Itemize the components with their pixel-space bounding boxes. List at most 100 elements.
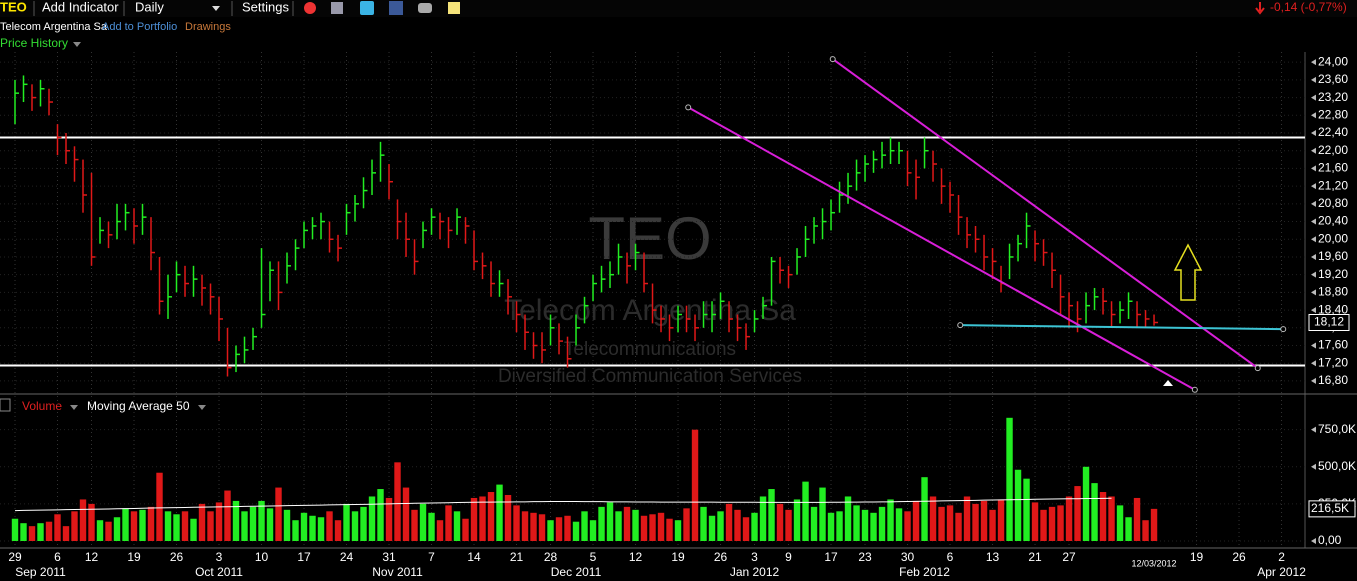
x-tick-label: 17 <box>297 550 311 564</box>
volume-bar <box>317 517 325 541</box>
volume-bar <box>1133 497 1141 541</box>
volume-bar <box>334 520 342 541</box>
volume-bar <box>462 518 469 541</box>
volume-bar <box>249 506 257 541</box>
toolbar <box>0 0 1357 17</box>
x-tick-label: 12 <box>629 550 643 564</box>
alarm-icon[interactable] <box>304 2 316 14</box>
tick-mark <box>1311 253 1316 260</box>
y-tick-label: 17,20 <box>1318 355 1348 369</box>
x-tick-label: 12 <box>85 550 99 564</box>
volume-bar <box>79 499 87 541</box>
volume-bar <box>708 515 716 541</box>
volume-bar <box>1142 520 1149 541</box>
volume-bar <box>691 429 699 541</box>
volume-bar <box>912 500 920 541</box>
volume-bar <box>402 487 410 541</box>
dropdown-arrow[interactable] <box>73 42 81 47</box>
month-label: Jan 2012 <box>730 565 780 579</box>
volume-bar <box>470 497 478 541</box>
panel-title[interactable]: Price History <box>0 36 68 50</box>
month-label: Apr 2012 <box>1257 565 1306 579</box>
tick-mark <box>1311 183 1316 190</box>
y-tick-label: 19,60 <box>1318 249 1348 263</box>
volume-bar <box>360 506 367 541</box>
tick-mark <box>1311 360 1316 367</box>
volume-bar <box>530 512 537 541</box>
twitter-icon[interactable] <box>360 1 374 15</box>
x-tick-label: 31 <box>382 550 396 564</box>
trendline-handle <box>957 322 964 329</box>
share-icon[interactable] <box>418 3 432 13</box>
volume-bar <box>802 481 809 541</box>
volume-bar <box>734 509 741 541</box>
volume-bar <box>326 511 333 541</box>
volume-bar <box>989 509 996 541</box>
add-to-portfolio[interactable]: Add to Portfolio <box>102 21 177 33</box>
volume-bar <box>62 526 70 541</box>
tick-mark <box>1311 218 1316 225</box>
note-icon[interactable] <box>448 2 460 14</box>
moving-average <box>14 497 1112 512</box>
volume-bar <box>572 521 580 541</box>
volume-bar <box>623 506 631 541</box>
month-label: Nov 2011 <box>372 565 423 579</box>
x-tick-label: 19 <box>1190 550 1204 564</box>
tick-mark <box>1311 165 1316 172</box>
volume-bar <box>71 511 78 541</box>
volume-bar <box>164 511 172 541</box>
y-tick-label: 0,00 <box>1318 533 1342 547</box>
volume-bar <box>1091 483 1098 541</box>
tick-mark <box>1311 426 1316 433</box>
copy-icon[interactable] <box>331 2 343 14</box>
dropdown-arrow[interactable] <box>212 6 220 11</box>
y-tick-label: 18,80 <box>1318 285 1348 299</box>
price-change: -0,14 (-0,77%) <box>1270 0 1347 14</box>
x-tick-label: 6 <box>947 550 954 564</box>
x-tick-label: 26 <box>170 550 184 564</box>
dropdown-arrow[interactable] <box>70 405 78 410</box>
volume-bar <box>113 517 121 541</box>
interval[interactable]: Daily <box>135 0 164 14</box>
trendline-handle <box>829 56 836 63</box>
volume-bar <box>504 494 512 541</box>
volume-bar <box>1040 509 1047 541</box>
y-tick-label: 21,60 <box>1318 161 1348 175</box>
last-value-label: 216,5K <box>1311 501 1349 515</box>
tick-mark <box>1311 377 1316 384</box>
panel-title[interactable]: Volume <box>22 399 62 413</box>
tick-mark <box>1311 94 1316 101</box>
volume-bar <box>1023 478 1030 541</box>
x-tick-label: 26 <box>714 550 728 564</box>
settings[interactable]: Settings <box>242 0 289 14</box>
volume-bar <box>266 508 274 541</box>
indicator-title[interactable]: Moving Average 50 <box>87 399 190 413</box>
dropdown-arrow[interactable] <box>198 405 206 410</box>
add-indicator[interactable]: Add Indicator <box>42 0 119 14</box>
volume-bar <box>598 506 605 541</box>
watermark: Diversified Communication Services <box>498 366 802 387</box>
y-tick-label: 22,40 <box>1318 125 1348 139</box>
volume-bar <box>496 484 503 541</box>
volume-bar <box>547 520 554 541</box>
watermark: Telecommunications <box>564 339 736 360</box>
drawings[interactable]: Drawings <box>185 21 231 33</box>
volume-bar <box>224 490 231 541</box>
volume-bar <box>54 514 61 541</box>
volume-bar <box>96 520 104 541</box>
volume-bar <box>258 500 265 541</box>
collapse-box[interactable] <box>0 398 11 412</box>
volume-bar <box>513 505 520 541</box>
volume-bar <box>147 506 155 541</box>
symbol[interactable]: TEO <box>0 0 27 14</box>
volume-bar <box>1099 492 1107 541</box>
tick-mark <box>1311 289 1316 296</box>
volume-bar <box>649 514 656 541</box>
volume-bar <box>283 509 291 541</box>
facebook-icon[interactable] <box>389 1 403 15</box>
volume-bar <box>844 496 852 541</box>
volume-bar <box>479 496 486 541</box>
volume-bar <box>895 508 903 541</box>
volume-bar <box>1014 469 1022 541</box>
